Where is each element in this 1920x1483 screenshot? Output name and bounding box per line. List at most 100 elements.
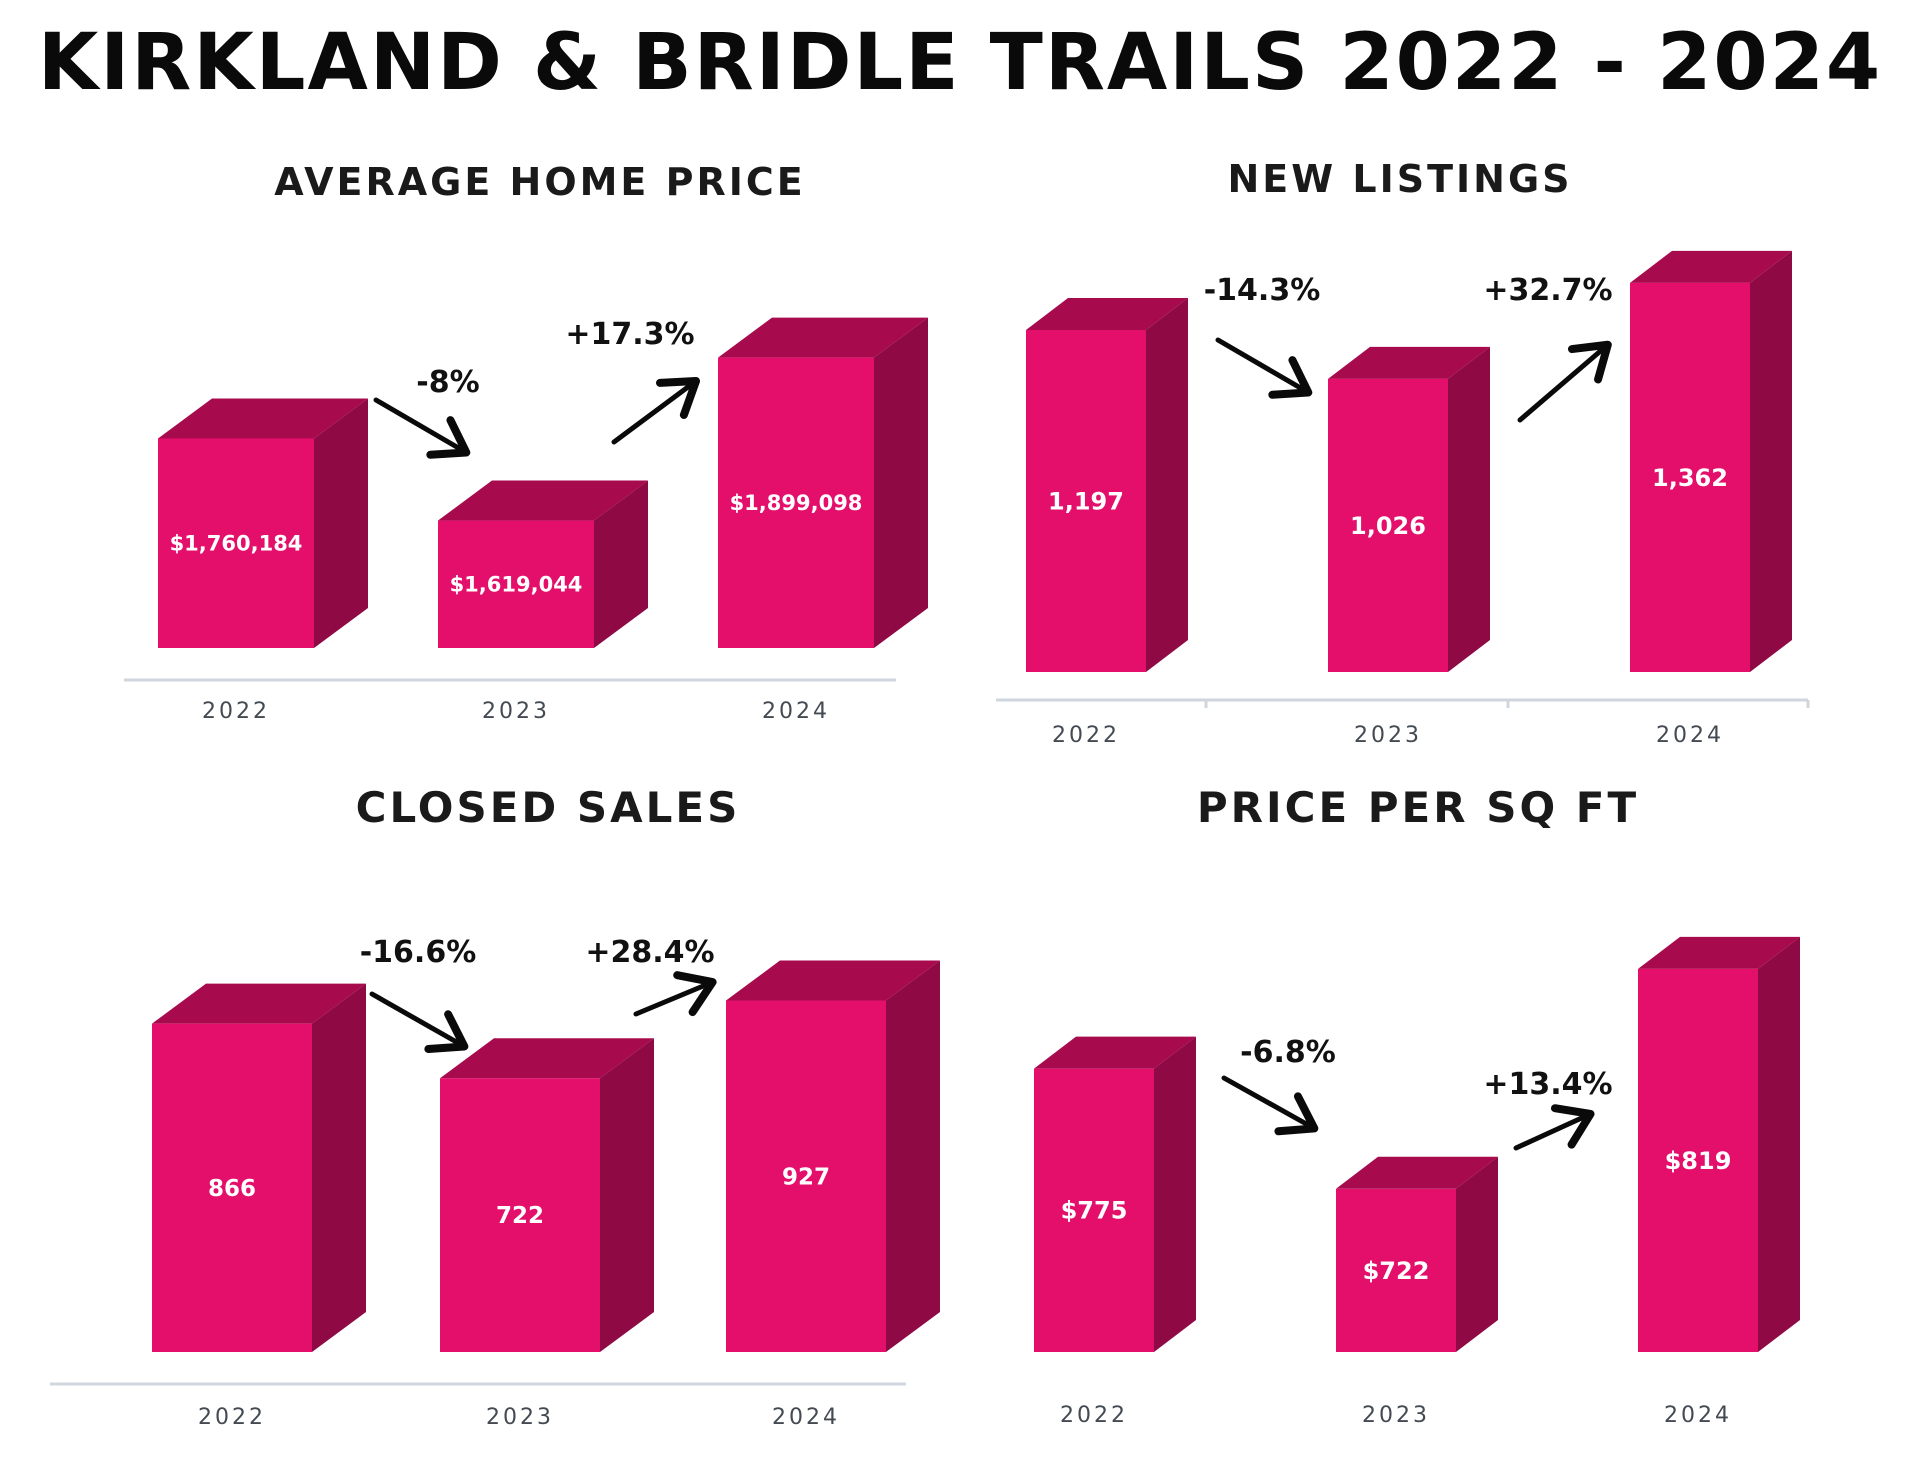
bar-value-label: 1,026 (1350, 512, 1426, 540)
down-arrow-icon (369, 991, 469, 1054)
bar-front (152, 1023, 312, 1352)
x-tick-label: 2023 (482, 699, 550, 724)
bar-top (158, 398, 368, 439)
change-percent-label: +13.4% (1483, 1067, 1612, 1102)
bar-value-label: $722 (1363, 1257, 1430, 1285)
x-tick-label: 2024 (772, 1405, 840, 1430)
bar-top (718, 317, 928, 358)
x-tick-label: 2023 (486, 1405, 554, 1430)
change-percent-label: -8% (416, 365, 479, 400)
bar-2022 (1026, 298, 1188, 672)
bar-top (1026, 298, 1188, 330)
bar-front (1328, 378, 1448, 672)
bar-top (1638, 936, 1800, 969)
up-arrow-icon (1517, 340, 1612, 423)
x-tick-label: 2022 (202, 699, 270, 724)
x-tick-label: 2024 (762, 699, 830, 724)
bar-front (1638, 968, 1758, 1352)
change-percent-label: -14.3% (1204, 273, 1321, 308)
bar-2023 (440, 1038, 654, 1352)
down-arrow-icon (1215, 337, 1313, 399)
bar-2022 (158, 398, 368, 648)
x-tick-label: 2022 (1052, 723, 1120, 748)
bar-value-label: 1,362 (1652, 464, 1728, 492)
x-tick-label: 2022 (1060, 1403, 1128, 1428)
bar-2022 (152, 983, 366, 1352)
bar-2023 (438, 480, 648, 648)
x-tick-label: 2023 (1354, 723, 1422, 748)
change-percent-label: +32.7% (1483, 273, 1612, 308)
x-tick-label: 2024 (1664, 1403, 1732, 1428)
bar-value-label: $1,760,184 (170, 532, 303, 556)
bar-front (726, 1000, 886, 1352)
down-arrow-icon (373, 397, 471, 459)
up-arrow-icon (633, 971, 717, 1017)
bar-side (600, 1038, 654, 1352)
change-percent-label: -6.8% (1240, 1035, 1336, 1070)
bar-2022 (1034, 1036, 1196, 1352)
chart-title: AVERAGE HOME PRICE (274, 160, 805, 204)
bar-front (1034, 1068, 1154, 1352)
change-percent-label: +17.3% (565, 317, 694, 352)
change-percent-label: +28.4% (585, 935, 714, 970)
bar-side (886, 960, 940, 1352)
chart-title: PRICE PER SQ FT (1197, 783, 1639, 832)
bar-side (874, 317, 928, 648)
page-title: KIRKLAND & BRIDLE TRAILS 2022 - 2024 (37, 18, 1883, 108)
bar-value-label: $819 (1665, 1147, 1732, 1175)
bar-side (1758, 936, 1800, 1352)
bar-front (718, 357, 874, 648)
bar-front (158, 438, 314, 648)
bar-side (1750, 250, 1792, 672)
bar-side (1146, 298, 1188, 672)
bar-top (726, 960, 940, 1001)
up-arrow-icon (611, 377, 701, 445)
bar-value-label: 1,197 (1048, 487, 1124, 515)
x-tick-label: 2024 (1656, 723, 1724, 748)
bar-top (1336, 1156, 1498, 1189)
bar-front (1336, 1188, 1456, 1352)
chart-title: NEW LISTINGS (1227, 157, 1572, 201)
bar-2024 (1638, 936, 1800, 1352)
bar-front (1026, 330, 1146, 672)
down-arrow-icon (1221, 1075, 1319, 1136)
bar-2024 (726, 960, 940, 1352)
bar-value-label: $1,619,044 (450, 573, 583, 597)
chart-title: CLOSED SALES (356, 783, 741, 832)
bar-side (1448, 346, 1490, 672)
bar-2024 (1630, 250, 1792, 672)
bar-top (152, 983, 366, 1024)
bar-side (314, 398, 368, 648)
bar-side (312, 983, 366, 1352)
bar-top (1328, 346, 1490, 379)
bar-top (438, 480, 648, 521)
bar-top (1630, 250, 1792, 283)
bar-top (1034, 1036, 1196, 1069)
x-tick-label: 2022 (198, 1405, 266, 1430)
bar-side (1154, 1036, 1196, 1352)
bar-front (1630, 282, 1750, 672)
bar-value-label: 927 (782, 1164, 830, 1190)
bar-front (438, 520, 594, 648)
bar-top (440, 1038, 654, 1079)
bar-value-label: 722 (496, 1203, 544, 1229)
bar-2024 (718, 317, 928, 648)
bar-value-label: 866 (208, 1176, 256, 1202)
bar-value-label: $775 (1061, 1197, 1128, 1225)
bar-2023 (1336, 1156, 1498, 1352)
bar-side (594, 480, 648, 648)
x-tick-label: 2023 (1362, 1403, 1430, 1428)
bar-value-label: $1,899,098 (730, 491, 863, 515)
bar-side (1456, 1156, 1498, 1352)
bar-front (440, 1078, 600, 1352)
up-arrow-icon (1513, 1104, 1595, 1151)
bar-2023 (1328, 346, 1490, 672)
